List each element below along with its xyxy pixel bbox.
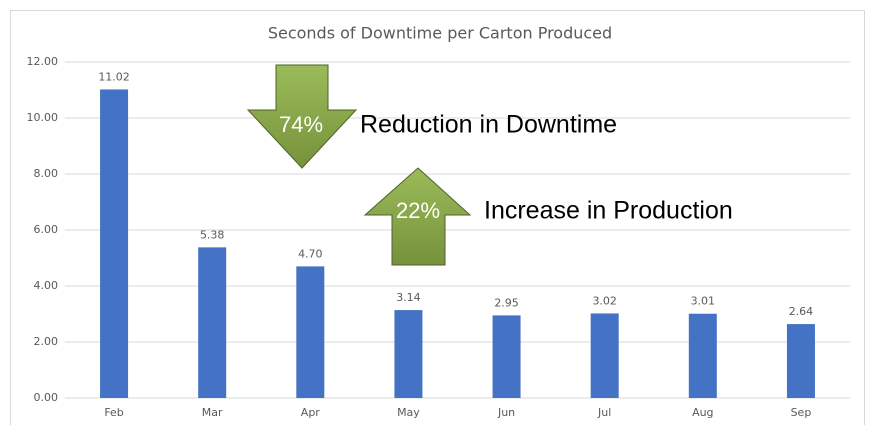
- x-tick-label: Aug: [692, 406, 713, 419]
- x-tick-label: May: [397, 406, 420, 419]
- x-tick-label: Feb: [104, 406, 123, 419]
- x-tick-label: Mar: [202, 406, 223, 419]
- data-label: 3.02: [592, 294, 617, 307]
- y-tick-label: 4.00: [34, 279, 59, 292]
- bar: [394, 310, 423, 398]
- x-tick-label: Jun: [497, 406, 515, 419]
- up-arrow: [363, 167, 472, 266]
- y-tick-label: 10.00: [27, 111, 59, 124]
- bar: [590, 313, 619, 398]
- down-arrow: [246, 64, 358, 169]
- x-tick-label: Sep: [791, 406, 812, 419]
- annotation-value: 74%: [279, 112, 323, 137]
- chart-title: Seconds of Downtime per Carton Produced: [268, 24, 612, 43]
- bar: [492, 315, 521, 398]
- annotations: 74% Reduction in Downtime 22% Increase i…: [246, 64, 733, 266]
- annotation-value: 22%: [396, 198, 440, 223]
- data-label: 2.95: [494, 296, 519, 309]
- bar: [786, 324, 815, 398]
- bar: [296, 266, 325, 398]
- y-tick-label: 0.00: [34, 391, 59, 404]
- bar: [100, 89, 129, 398]
- x-tick-label: Jul: [597, 406, 611, 419]
- bar: [688, 313, 717, 398]
- data-label: 11.02: [98, 70, 130, 83]
- data-label: 3.01: [691, 295, 716, 308]
- x-tick-label: Apr: [301, 406, 321, 419]
- annotation-text: Reduction in Downtime: [360, 111, 617, 139]
- y-tick-label: 12.00: [27, 55, 59, 68]
- annotation-text: Increase in Production: [484, 197, 733, 225]
- y-tick-label: 6.00: [34, 223, 59, 236]
- data-label: 3.14: [396, 291, 421, 304]
- bar: [198, 247, 227, 398]
- y-tick-label: 8.00: [34, 167, 59, 180]
- data-label: 5.38: [200, 228, 225, 241]
- data-label: 2.64: [789, 305, 814, 318]
- y-tick-label: 2.00: [34, 335, 59, 348]
- data-label: 4.70: [298, 247, 323, 260]
